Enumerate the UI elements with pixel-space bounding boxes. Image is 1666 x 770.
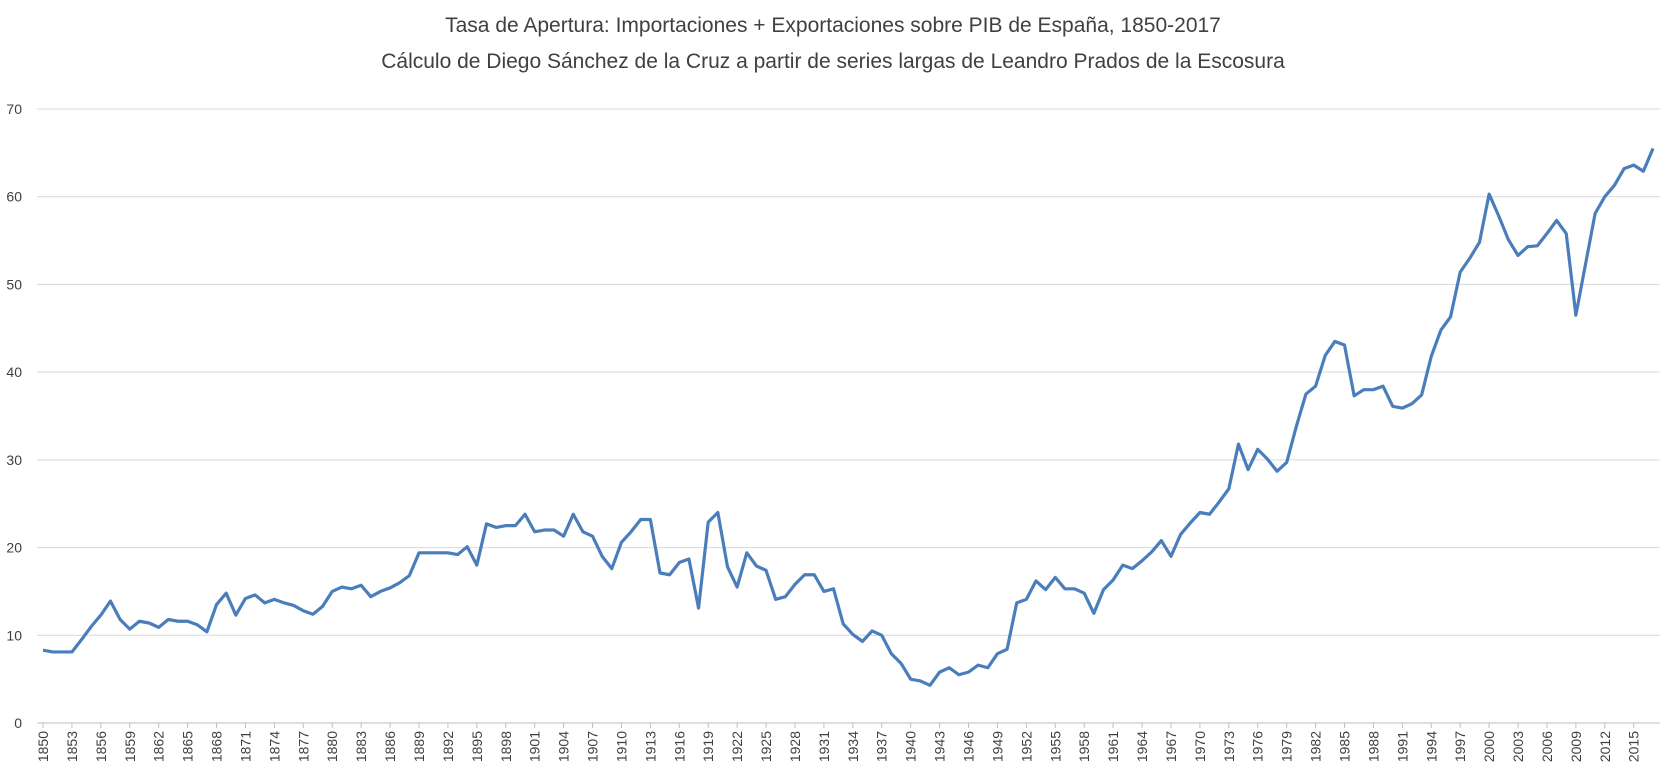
x-tick-label: 1892 xyxy=(440,731,456,762)
x-tick-label: 1979 xyxy=(1279,731,1295,762)
x-tick-label: 1928 xyxy=(787,731,803,762)
x-tick-label: 2003 xyxy=(1510,731,1526,762)
x-tick-label: 1862 xyxy=(151,731,167,762)
x-tick-label: 1970 xyxy=(1192,731,1208,762)
x-tick-label: 1946 xyxy=(961,731,977,762)
x-tick-label: 1904 xyxy=(556,731,572,762)
x-tick-label: 1991 xyxy=(1394,731,1410,762)
x-tick-label: 1898 xyxy=(498,731,514,762)
x-tick-label: 1853 xyxy=(64,731,80,762)
x-tick-label: 1850 xyxy=(35,731,51,762)
x-tick-label: 2015 xyxy=(1626,731,1642,762)
x-tick-label: 1871 xyxy=(237,731,253,762)
x-tick-label: 1865 xyxy=(180,731,196,762)
x-tick-label: 1937 xyxy=(874,731,890,762)
x-tick-label: 1907 xyxy=(585,731,601,762)
x-tick-label: 1859 xyxy=(122,731,138,762)
data-line xyxy=(42,147,1655,687)
x-tick-label: 1895 xyxy=(469,731,485,762)
x-tick-label: 2012 xyxy=(1597,731,1613,762)
x-tick-label: 1976 xyxy=(1250,731,1266,762)
y-tick-label: 50 xyxy=(6,276,22,292)
x-tick-label: 1877 xyxy=(295,731,311,762)
x-tick-label: 1922 xyxy=(729,731,745,762)
x-tick-label: 1940 xyxy=(903,731,919,762)
x-tick-label: 1994 xyxy=(1423,731,1439,762)
y-tick-label: 30 xyxy=(6,452,22,468)
chart-subtitle: Cálculo de Diego Sánchez de la Cruz a pa… xyxy=(381,50,1285,73)
x-tick-label: 1955 xyxy=(1047,731,1063,762)
x-tick-label: 1889 xyxy=(411,731,427,762)
y-tick-label: 40 xyxy=(6,364,22,380)
x-tick-label: 1931 xyxy=(816,731,832,762)
x-tick-label: 1964 xyxy=(1134,731,1150,762)
x-tick-label: 1913 xyxy=(642,731,658,762)
x-tick-label: 1880 xyxy=(324,731,340,762)
x-tick-label: 1916 xyxy=(671,731,687,762)
x-tick-label: 1901 xyxy=(527,731,543,762)
x-tick-label: 1973 xyxy=(1221,731,1237,762)
x-tick-label: 1958 xyxy=(1076,731,1092,762)
y-tick-label: 60 xyxy=(6,189,22,205)
x-tick-label: 2009 xyxy=(1568,731,1584,762)
x-tick-label: 1925 xyxy=(758,731,774,762)
y-tick-label: 10 xyxy=(6,627,22,643)
y-tick-label: 20 xyxy=(6,540,22,556)
x-tick-label: 1961 xyxy=(1105,731,1121,762)
x-tick-label: 2006 xyxy=(1539,731,1555,762)
x-tick-label: 1856 xyxy=(93,731,109,762)
x-tick-label: 1868 xyxy=(209,731,225,762)
x-tick-label: 1985 xyxy=(1336,731,1352,762)
y-tick-label: 70 xyxy=(6,101,22,117)
x-tick-label: 1952 xyxy=(1018,731,1034,762)
x-tick-label: 1883 xyxy=(353,731,369,762)
chart-title: Tasa de Apertura: Importaciones + Export… xyxy=(445,14,1221,37)
x-tick-label: 1919 xyxy=(700,731,716,762)
x-tick-label: 1943 xyxy=(932,731,948,762)
x-tick-label: 1934 xyxy=(845,731,861,762)
x-tick-label: 1988 xyxy=(1365,731,1381,762)
x-tick-label: 1886 xyxy=(382,731,398,762)
x-tick-label: 1949 xyxy=(989,731,1005,762)
x-tick-label: 1982 xyxy=(1308,731,1324,762)
x-tick-label: 1967 xyxy=(1163,731,1179,762)
y-tick-label: 0 xyxy=(14,715,22,731)
x-tick-label: 1910 xyxy=(613,731,629,762)
x-tick-label: 1874 xyxy=(266,731,282,762)
x-tick-label: 1997 xyxy=(1452,731,1468,762)
x-tick-label: 2000 xyxy=(1481,731,1497,762)
